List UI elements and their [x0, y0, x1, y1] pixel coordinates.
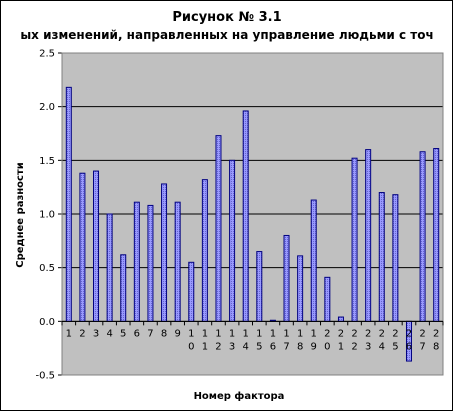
bar: [365, 149, 372, 322]
y-tick-label: 0.5: [39, 263, 55, 274]
x-tick-label: 5: [120, 328, 126, 339]
x-tick-label: 3: [93, 328, 99, 339]
y-tick-label: 1.0: [39, 210, 55, 221]
bar: [433, 148, 440, 322]
bar: [161, 183, 168, 322]
y-tick-label: 1.5: [39, 156, 55, 167]
y-tick-label: 2.0: [39, 102, 55, 113]
x-tick-label: 8: [161, 328, 167, 339]
bar: [174, 201, 181, 322]
bar: [324, 276, 331, 322]
bar: [310, 199, 317, 322]
chart-subtitle: ых изменений, направленных на управление…: [20, 28, 433, 42]
bar: [93, 170, 100, 322]
bar: [65, 86, 72, 322]
x-tick-label: 6: [134, 328, 140, 339]
bar: [419, 151, 426, 322]
x-tick-label: 7: [147, 328, 153, 339]
bar: [378, 192, 385, 322]
bar: [79, 172, 86, 322]
x-tick-label: 2: [79, 328, 85, 339]
x-tick-label: 9: [174, 328, 180, 339]
bar: [283, 234, 290, 322]
bar: [351, 157, 358, 322]
bar: [147, 204, 154, 322]
y-tick-label: 2.5: [39, 49, 55, 60]
x-tick-label: 1: [66, 328, 72, 339]
bar: [297, 255, 304, 322]
x-tick-label: 4: [106, 328, 112, 339]
bar: [120, 254, 127, 322]
y-tick-label: 0.0: [39, 317, 55, 328]
plot-border: [61, 52, 444, 376]
chart-title: Рисунок № 3.1: [172, 10, 281, 25]
y-axis-label: Среднее разности: [15, 162, 26, 268]
bar: [256, 251, 263, 322]
bar: [201, 179, 208, 322]
x-axis-label: Номер фактора: [194, 390, 285, 402]
bar: [215, 135, 222, 322]
bar: [106, 213, 113, 322]
plot-area: -0.50.00.51.01.52.02.51 2 3 4 5 6 7 8 9 1 01 11 21 31…: [35, 49, 444, 382]
bar: [337, 316, 344, 322]
bar: [133, 201, 140, 322]
y-tick-label: -0.5: [35, 371, 55, 382]
bar: [392, 194, 399, 322]
bar: [229, 159, 236, 322]
bar: [242, 110, 249, 322]
bar: [188, 261, 195, 322]
